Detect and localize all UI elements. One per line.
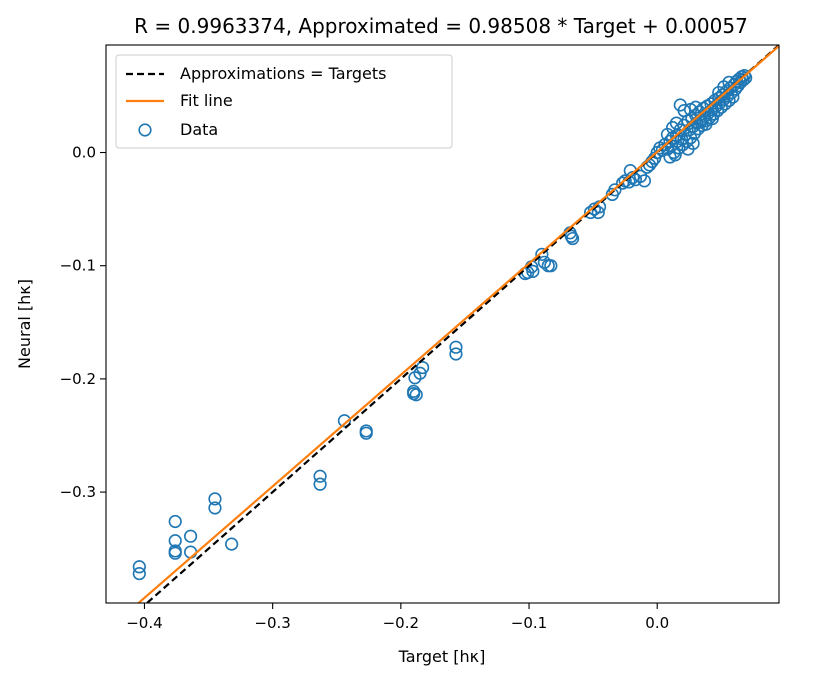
data-point [726,90,740,104]
data-point [313,469,327,483]
x-tick-label: 0.0 [645,614,669,632]
y-axis-label: Neural [hκ] [15,279,34,369]
data-point [416,360,430,375]
data-point [168,534,182,548]
data-point [691,122,705,136]
x-axis-label: Target [hκ] [398,647,486,666]
x-tick-label: −0.3 [254,614,290,632]
data-point [669,116,684,130]
data-point [714,100,728,114]
data-point [409,388,423,402]
data-point [660,127,675,142]
x-axis: −0.4 −0.3 −0.2 −0.1 0.0 [126,603,669,632]
legend-box [115,54,453,149]
data-point [526,264,540,278]
data-point [633,169,648,183]
plot-marks [132,45,779,603]
data-point [313,477,327,491]
data-point [208,492,222,506]
chart-title: R = 0.9963374, Approximated = 0.98508 * … [134,14,748,38]
fit-line [136,45,779,603]
data-point [608,183,622,197]
y-axis: −0.3 −0.2 −0.1 0.0 [60,144,106,501]
data-point [208,501,222,515]
x-tick-label: −0.4 [126,614,162,632]
data-point [677,104,691,118]
data-point [616,176,630,190]
y-tick-label: −0.1 [60,257,96,275]
legend-swatch-data [138,123,152,137]
data-point [537,255,552,269]
data-point [225,537,239,551]
y-tick-label: −0.3 [60,483,96,501]
data-point [168,546,182,560]
data-point [686,136,700,151]
data-point [168,514,182,529]
data-point [184,529,198,543]
axes-frame [105,44,780,604]
legend-label-fit: Fit line [180,91,233,110]
data-point [544,259,558,273]
data-point [566,231,580,246]
data-point [718,97,732,111]
y-tick-label: −0.2 [60,370,96,388]
data-point [739,71,753,85]
data-point [699,114,713,128]
legend-label-data: Data [180,120,218,139]
data-point [591,205,605,220]
y-tick-label: 0.0 [72,144,96,162]
legend: Approximations = Targets Fit line Data [115,54,453,149]
data-point [132,566,146,581]
data-point [535,247,549,261]
data-point [449,340,463,354]
data-point [689,100,703,114]
data-point [637,174,652,188]
data-point [359,426,373,440]
data-point [722,93,736,108]
data-point [663,150,677,164]
data-point [705,111,719,126]
x-tick-label: −0.1 [511,614,547,632]
data-point [449,347,463,361]
data-point [672,141,686,155]
data-point [337,414,352,428]
legend-label-identity: Approximations = Targets [180,64,386,83]
data-point [132,560,146,574]
x-tick-label: −0.2 [383,614,419,632]
